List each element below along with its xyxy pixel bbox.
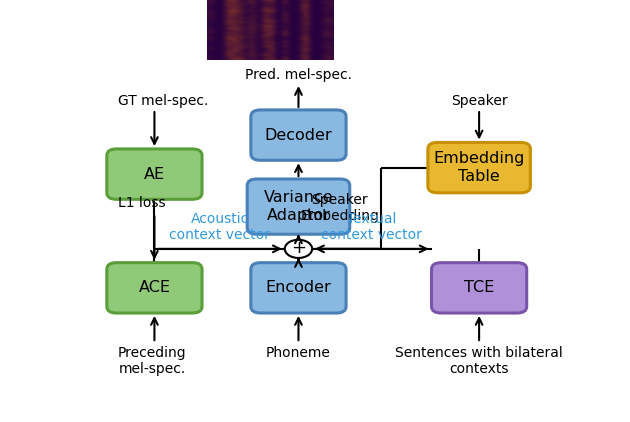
FancyBboxPatch shape bbox=[247, 179, 350, 234]
Text: Speaker
Embedding: Speaker Embedding bbox=[300, 193, 379, 223]
Text: Pred. mel-spec.: Pred. mel-spec. bbox=[245, 68, 352, 81]
Text: Decoder: Decoder bbox=[265, 127, 332, 143]
Text: GT mel-spec.: GT mel-spec. bbox=[118, 94, 208, 108]
Text: AE: AE bbox=[144, 167, 165, 181]
Text: Preceding
mel-spec.: Preceding mel-spec. bbox=[118, 346, 186, 376]
FancyBboxPatch shape bbox=[428, 143, 530, 193]
Text: ACE: ACE bbox=[139, 280, 171, 295]
Circle shape bbox=[285, 240, 312, 258]
Text: Textual
context vector: Textual context vector bbox=[321, 212, 422, 242]
FancyBboxPatch shape bbox=[251, 262, 346, 313]
Text: Embedding
Table: Embedding Table bbox=[433, 151, 525, 184]
Text: L1 loss: L1 loss bbox=[118, 196, 166, 210]
Text: Sentences with bilateral
contexts: Sentences with bilateral contexts bbox=[395, 346, 563, 376]
FancyBboxPatch shape bbox=[107, 149, 202, 199]
Text: Acoustic
context vector: Acoustic context vector bbox=[169, 212, 270, 242]
Text: Phoneme: Phoneme bbox=[266, 346, 331, 360]
Text: Speaker: Speaker bbox=[451, 94, 507, 108]
Text: TCE: TCE bbox=[464, 280, 495, 295]
FancyBboxPatch shape bbox=[107, 262, 202, 313]
FancyBboxPatch shape bbox=[251, 110, 346, 160]
FancyBboxPatch shape bbox=[432, 262, 527, 313]
Text: Encoder: Encoder bbox=[266, 280, 331, 295]
Text: Variance
Adaptor: Variance Adaptor bbox=[263, 190, 333, 223]
Text: +: + bbox=[291, 239, 306, 257]
